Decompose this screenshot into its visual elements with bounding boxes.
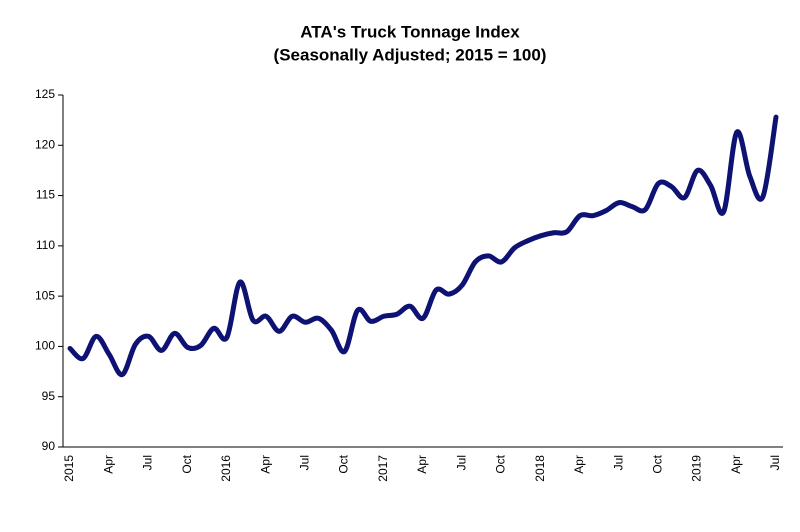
chart-subtitle: (Seasonally Adjusted; 2015 = 100) (274, 45, 547, 64)
x-tick-label: Jul (298, 455, 312, 470)
y-tick-label: 95 (42, 389, 56, 403)
x-tick-label: Jul (141, 455, 155, 470)
series-line (67, 114, 779, 378)
chart-title: ATA's Truck Tonnage Index (300, 22, 520, 41)
x-tick-label: Jul (768, 455, 782, 470)
x-tick-label: Apr (101, 455, 115, 474)
x-tick-label: 2018 (533, 455, 547, 482)
x-tick-label: 2016 (219, 455, 233, 482)
x-tick-label: Oct (651, 454, 665, 473)
x-tick-label: 2017 (376, 455, 390, 482)
y-tick-label: 115 (36, 188, 55, 202)
y-tick-label: 105 (35, 288, 55, 302)
y-tick-label: 125 (35, 87, 55, 101)
x-tick-label: Jul (454, 455, 468, 470)
y-tick-label: 100 (35, 339, 55, 353)
x-tick-label: Apr (258, 455, 272, 474)
x-tick-label: Jul (611, 455, 625, 470)
y-tick-label: 90 (42, 439, 56, 453)
x-tick-label: Apr (415, 455, 429, 474)
y-tick-label: 120 (35, 137, 55, 151)
x-tick-label: Apr (729, 455, 743, 474)
x-tick-label: Oct (337, 454, 351, 473)
x-tick-label: 2015 (62, 455, 76, 482)
x-tick-label: 2019 (690, 455, 704, 482)
x-tick-label: Apr (572, 455, 586, 474)
x-tick-label: Oct (180, 454, 194, 473)
y-tick-label: 110 (36, 238, 55, 252)
x-tick-label: Oct (494, 454, 508, 473)
